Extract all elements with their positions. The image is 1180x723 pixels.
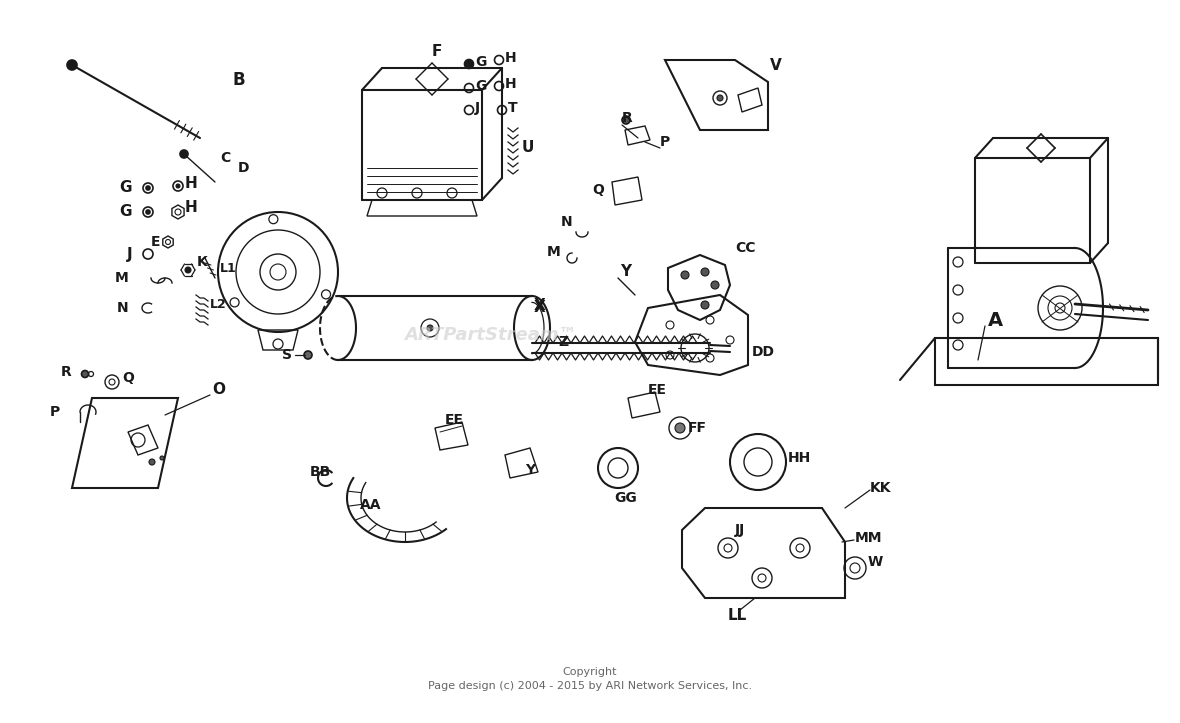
Text: CC: CC: [735, 241, 755, 255]
Text: EE: EE: [445, 413, 464, 427]
Text: Y: Y: [620, 265, 631, 280]
Text: L1: L1: [219, 262, 237, 275]
Text: DD: DD: [752, 345, 775, 359]
Circle shape: [149, 459, 155, 465]
Text: V: V: [771, 58, 781, 72]
Circle shape: [181, 150, 188, 158]
Text: LL: LL: [728, 607, 747, 623]
Text: G: G: [119, 205, 132, 220]
Text: C: C: [219, 151, 230, 165]
Text: K: K: [197, 255, 208, 269]
Text: Q: Q: [122, 371, 133, 385]
Text: M: M: [114, 271, 127, 285]
Circle shape: [304, 351, 312, 359]
Text: H: H: [185, 176, 198, 190]
Text: HH: HH: [788, 451, 812, 465]
Text: S: S: [282, 348, 291, 362]
Text: GG: GG: [614, 491, 637, 505]
Circle shape: [146, 210, 150, 214]
Circle shape: [717, 95, 723, 101]
Circle shape: [185, 267, 191, 273]
Text: G: G: [476, 79, 486, 93]
Text: MM: MM: [856, 531, 883, 545]
Text: H: H: [185, 200, 198, 215]
Circle shape: [81, 370, 88, 377]
Text: R: R: [61, 365, 72, 379]
Circle shape: [622, 116, 630, 124]
Circle shape: [712, 281, 719, 289]
Text: R: R: [622, 111, 632, 125]
Text: Page design (c) 2004 - 2015 by ARI Network Services, Inc.: Page design (c) 2004 - 2015 by ARI Netwo…: [428, 681, 752, 691]
Text: B: B: [232, 71, 245, 89]
Text: F: F: [432, 45, 442, 59]
Text: H: H: [505, 77, 517, 91]
Circle shape: [160, 456, 164, 460]
Text: G: G: [476, 55, 486, 69]
Text: G: G: [119, 181, 132, 195]
Text: L2: L2: [210, 299, 227, 312]
Circle shape: [701, 268, 709, 276]
Text: P: P: [660, 135, 670, 149]
Circle shape: [675, 423, 686, 433]
Text: E: E: [151, 235, 160, 249]
Text: X: X: [535, 301, 545, 315]
Text: H: H: [505, 51, 517, 65]
Text: T: T: [509, 101, 518, 115]
Text: Z: Z: [558, 335, 568, 349]
Text: Q: Q: [592, 183, 604, 197]
Text: N: N: [117, 301, 127, 315]
Circle shape: [67, 60, 77, 70]
Text: A: A: [988, 310, 1003, 330]
Text: U: U: [522, 140, 535, 155]
Text: FF: FF: [688, 421, 707, 435]
Text: ARTPartStream™: ARTPartStream™: [404, 326, 576, 344]
Text: Copyright: Copyright: [563, 667, 617, 677]
Text: J: J: [476, 101, 480, 115]
Text: KK: KK: [870, 481, 892, 495]
Text: X: X: [535, 297, 545, 312]
Text: M: M: [546, 245, 560, 259]
Circle shape: [465, 59, 473, 69]
Text: N: N: [560, 215, 572, 229]
Text: EE: EE: [648, 383, 667, 397]
Text: AA: AA: [360, 498, 381, 512]
Text: W: W: [868, 555, 884, 569]
Text: J: J: [126, 247, 132, 262]
Circle shape: [176, 184, 181, 188]
Circle shape: [146, 186, 150, 190]
Text: D: D: [238, 161, 249, 175]
Circle shape: [701, 301, 709, 309]
Text: P: P: [50, 405, 60, 419]
Circle shape: [681, 271, 689, 279]
Circle shape: [427, 325, 433, 331]
Text: Y: Y: [525, 463, 535, 477]
Text: JJ: JJ: [735, 523, 746, 537]
Text: O: O: [212, 382, 225, 398]
Text: BB: BB: [310, 465, 332, 479]
